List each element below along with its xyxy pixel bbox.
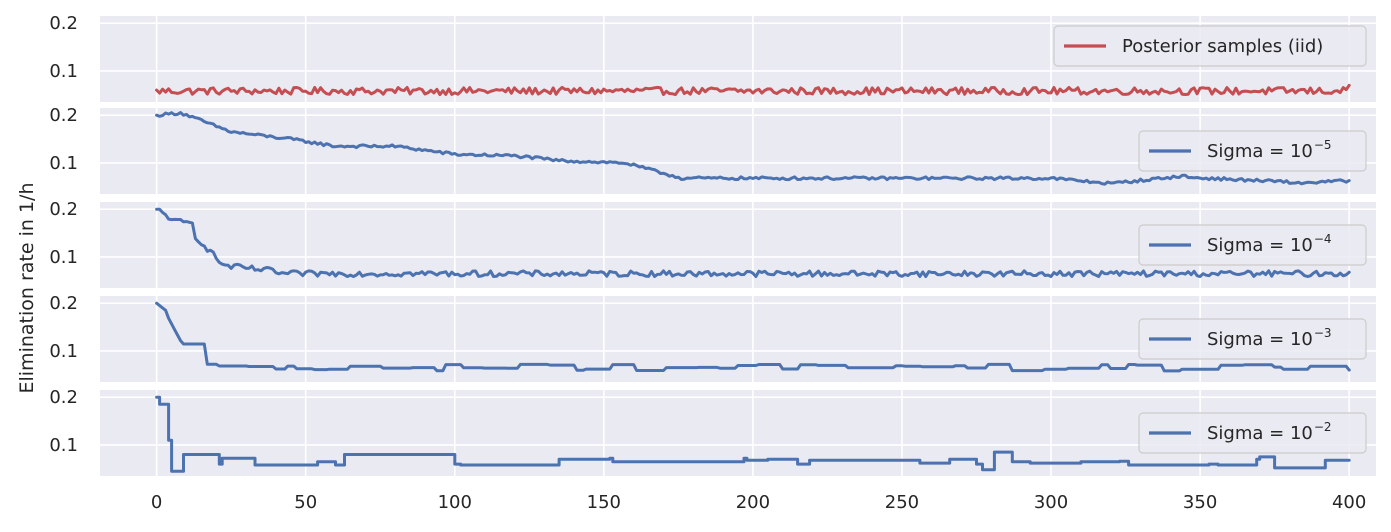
legend-label-base: Sigma = 10 xyxy=(1207,423,1313,444)
y-tick-label: 0.2 xyxy=(49,199,78,220)
chart-panel-4: 0.1 0.2 Sigma = 10−3 xyxy=(49,293,1376,382)
legend-label-exponent: −2 xyxy=(1314,420,1332,434)
chart-panel-5: 0.1 0.2 Sigma = 10−2 xyxy=(49,387,1376,476)
chart-panel-2: 0.1 0.2 Sigma = 10−5 xyxy=(49,105,1376,194)
chart-panel-3: 0.1 0.2 Sigma = 10−4 xyxy=(49,199,1376,288)
legend-label: Posterior samples (iid) xyxy=(1122,36,1323,57)
legend-box xyxy=(1138,412,1367,454)
legend-box xyxy=(1138,130,1367,172)
y-tick-label: 0.1 xyxy=(49,341,78,362)
chart-panel-1: 0.1 0.2 Posterior samples (iid) xyxy=(49,13,1376,102)
legend: Sigma = 10−4 xyxy=(1138,224,1367,266)
y-tick-label: 0.1 xyxy=(49,247,78,268)
x-tick-label: 0 xyxy=(151,492,162,513)
legend-label: Sigma = 10−3 xyxy=(1207,326,1332,350)
y-axis-title: Elimination rate in 1/h xyxy=(16,183,38,394)
x-tick-label: 350 xyxy=(1183,492,1217,513)
x-tick-label: 50 xyxy=(294,492,317,513)
y-tick-label: 0.1 xyxy=(49,61,78,82)
x-tick-label: 400 xyxy=(1332,492,1366,513)
x-tick-label: 100 xyxy=(438,492,472,513)
series-line-4 xyxy=(155,301,1351,373)
series-line-5 xyxy=(155,395,1351,473)
legend-box xyxy=(1138,224,1367,266)
legend: Sigma = 10−5 xyxy=(1138,130,1367,172)
y-tick-label: 0.1 xyxy=(49,435,78,456)
x-tick-label: 200 xyxy=(736,492,770,513)
legend-label-base: Sigma = 10 xyxy=(1207,141,1313,162)
series-line-1 xyxy=(155,83,1351,97)
legend-box xyxy=(1053,25,1367,67)
x-axis: 0 50 100 150 200 250 300 350 400 xyxy=(151,492,1366,513)
legend-label: Sigma = 10−4 xyxy=(1207,232,1332,256)
legend-label-base: Sigma = 10 xyxy=(1207,329,1313,350)
legend-label-exponent: −4 xyxy=(1314,232,1332,246)
x-tick-label: 300 xyxy=(1034,492,1068,513)
y-tick-label: 0.2 xyxy=(49,387,78,408)
legend-label: Sigma = 10−2 xyxy=(1207,420,1332,444)
series-line-3 xyxy=(155,207,1351,278)
series-line-2 xyxy=(155,111,1351,186)
legend-label-base: Sigma = 10 xyxy=(1207,235,1313,256)
legend: Sigma = 10−3 xyxy=(1138,318,1367,360)
legend-box xyxy=(1138,318,1367,360)
legend: Sigma = 10−2 xyxy=(1138,412,1367,454)
y-tick-label: 0.2 xyxy=(49,105,78,126)
legend: Posterior samples (iid) xyxy=(1053,25,1367,67)
y-tick-label: 0.1 xyxy=(49,153,78,174)
legend-label: Sigma = 10−5 xyxy=(1207,138,1332,162)
panels-layer: 0.1 0.2 Posterior samples (iid) 0.1 0.2 Sigma… xyxy=(49,13,1376,476)
legend-label-exponent: −5 xyxy=(1314,138,1332,152)
x-tick-label: 250 xyxy=(885,492,919,513)
y-tick-label: 0.2 xyxy=(49,13,78,34)
x-tick-label: 150 xyxy=(587,492,621,513)
y-tick-label: 0.2 xyxy=(49,293,78,314)
legend-label-exponent: −3 xyxy=(1314,326,1332,340)
